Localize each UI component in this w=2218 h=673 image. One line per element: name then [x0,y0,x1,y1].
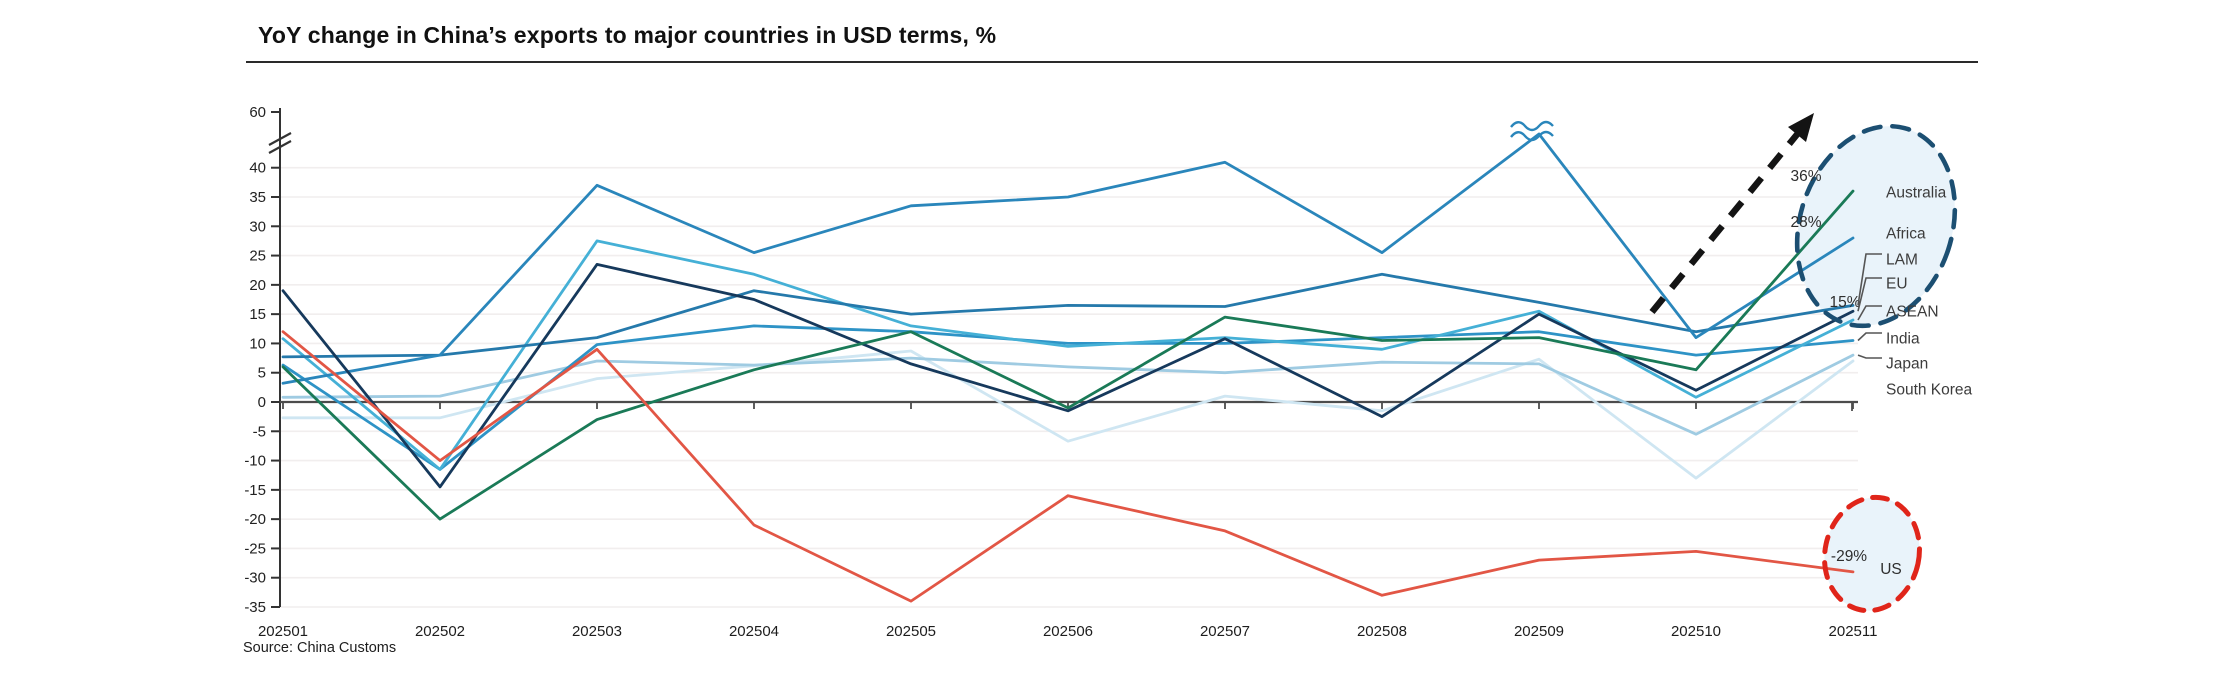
legend-label-india: India [1886,331,1920,348]
x-tick-label: 202510 [1671,623,1721,640]
trend-arrow-shaft [1649,129,1802,315]
x-tick-label: 202508 [1357,623,1407,640]
trend-arrow-head [1788,113,1814,142]
legend-leader-asean [1857,305,1882,321]
x-tick-label: 202509 [1514,623,1564,640]
x-tick-label: 202511 [1829,623,1878,640]
annotation-36: 36% [1790,168,1821,185]
chart-title: YoY change in China’s exports to major c… [258,22,997,48]
x-tick-label: 202502 [415,623,465,640]
x-tick-label: 202501 [258,623,308,640]
legend-label-lam: LAM [1886,252,1918,269]
x-tick-label: 202503 [572,623,622,640]
peak-break-squiggle [1510,120,1554,132]
y-tick-label: 25 [249,248,266,265]
series-line-japan [281,353,1855,436]
annotation--29: -29% [1831,548,1867,565]
annotation-US: US [1880,561,1902,578]
x-tick-label: 202506 [1043,623,1093,640]
legend-leader-india [1857,332,1882,342]
legend-label-australia: Australia [1886,185,1947,202]
series-line-south-korea [281,349,1855,480]
y-tick-label: 0 [258,394,266,411]
y-tick-label: 35 [249,189,266,206]
annotation-28: 28% [1790,214,1821,231]
y-tick-label: 5 [258,365,266,382]
y-tick-label: 20 [249,277,266,294]
y-tick-label: -35 [244,599,266,616]
x-tick-label: 202504 [729,623,779,640]
x-tick-label: 202507 [1200,623,1250,640]
y-tick-label: -30 [244,570,266,587]
y-tick-label: 60 [249,104,266,121]
source-note: Source: China Customs [243,640,397,656]
y-tick-label: 15 [249,306,266,323]
axis-break-mark [268,140,292,154]
highlight-ellipse-top-fill [1797,126,1955,326]
series-line-australia [281,189,1855,521]
peak-break-squiggle [1510,130,1554,142]
y-tick-label: 10 [249,335,266,352]
series-line-eu [281,262,1855,489]
legend-leader-eu [1857,277,1882,312]
legend-leader-japan [1857,354,1882,359]
highlight-ellipse-bottom [1822,494,1922,614]
legend-label-asean: ASEAN [1886,304,1939,321]
y-tick-label: -25 [244,540,266,557]
series-line-lam [281,272,1855,359]
series-line-africa [281,132,1855,385]
highlight-ellipse-top [1794,123,1958,329]
series-line-us [281,330,1855,603]
y-tick-label: 30 [249,218,266,235]
legend-label-japan: Japan [1886,356,1928,373]
y-tick-label: -10 [244,453,266,470]
y-tick-label: -15 [244,482,266,499]
legend-label-south-korea: South Korea [1886,382,1973,399]
x-tick-label: 202505 [886,623,936,640]
legend-label-eu: EU [1886,276,1908,293]
y-tick-label: -20 [244,511,266,528]
title-underline [246,61,1978,63]
annotation-15: 15% [1829,294,1860,311]
y-tick-label: 40 [249,160,266,177]
highlight-ellipse-bottom-fill [1824,497,1920,611]
legend-label-africa: Africa [1886,226,1926,243]
y-tick-label: -5 [253,423,266,440]
legend-leader-lam [1857,253,1882,306]
series-line-asean [281,239,1855,471]
axis-break-mark [268,132,292,146]
